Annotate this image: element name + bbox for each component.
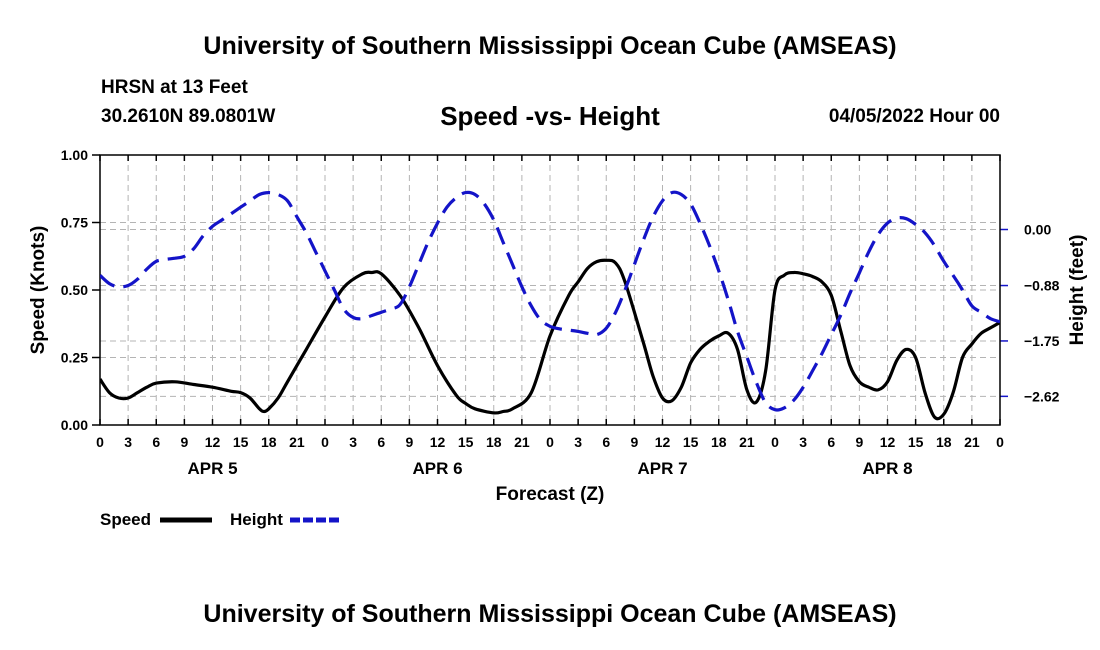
x-tick-label: 3 xyxy=(124,434,132,450)
x-tick-label: 0 xyxy=(96,434,104,450)
x-tick-label: 6 xyxy=(152,434,160,450)
x-tick-label: 3 xyxy=(574,434,582,450)
speed-series-line xyxy=(100,258,1000,421)
x-tick-label: 21 xyxy=(289,434,305,450)
x-tick-label: 21 xyxy=(964,434,980,450)
x-tick-label: 12 xyxy=(655,434,671,450)
right-tick-label: −1.75 xyxy=(1024,333,1060,349)
x-tick-label: 3 xyxy=(349,434,357,450)
x-tick-label: 18 xyxy=(711,434,727,450)
x-tick-label: 0 xyxy=(546,434,554,450)
x-tick-label: 18 xyxy=(936,434,952,450)
height-series-line xyxy=(100,190,1000,412)
x-tick-label: 9 xyxy=(180,434,188,450)
legend-label-height: Height xyxy=(230,510,283,529)
left-tick-label: 0.25 xyxy=(61,350,88,366)
x-tick-label: 6 xyxy=(827,434,835,450)
x-tick-label: 9 xyxy=(855,434,863,450)
left-tick-label: 0.00 xyxy=(61,417,88,433)
plot-frame xyxy=(99,154,1001,426)
x-tick-label: 0 xyxy=(996,434,1004,450)
left-tick-label: 0.75 xyxy=(61,215,88,231)
forecast-datetime: 04/05/2022 Hour 00 xyxy=(828,106,1000,127)
left-axis-title: Speed (Knots) xyxy=(28,226,49,355)
x-tick-label: 0 xyxy=(321,434,329,450)
x-tick-label: 6 xyxy=(377,434,385,450)
x-tick-label: 6 xyxy=(602,434,610,450)
day-label: APR 7 xyxy=(637,459,687,478)
chart-subtitle: Speed -vs- Height xyxy=(440,101,660,131)
station-coordinates: 30.2610N 89.0801W xyxy=(101,106,276,127)
x-tick-label: 12 xyxy=(430,434,446,450)
x-tick-label: 9 xyxy=(630,434,638,450)
x-tick-label: 15 xyxy=(683,434,699,450)
x-tick-label: 15 xyxy=(908,434,924,450)
x-tick-label: 21 xyxy=(514,434,530,450)
x-tick-label: 3 xyxy=(799,434,807,450)
x-tick-label: 12 xyxy=(205,434,221,450)
x-tick-label: 21 xyxy=(739,434,755,450)
left-tick-label: 0.50 xyxy=(61,282,88,298)
right-axis-title: Height (feet) xyxy=(1067,235,1088,346)
right-tick-label: −2.62 xyxy=(1024,388,1060,404)
x-tick-label: 9 xyxy=(405,434,413,450)
x-tick-label: 12 xyxy=(880,434,896,450)
x-tick-label: 15 xyxy=(458,434,474,450)
x-axis-title: Forecast (Z) xyxy=(496,484,605,505)
legend-label-speed: Speed xyxy=(100,510,151,529)
station-label: HRSN at 13 Feet xyxy=(101,77,248,98)
day-label: APR 5 xyxy=(187,459,237,478)
x-tick-label: 15 xyxy=(233,434,249,450)
left-tick-label: 1.00 xyxy=(61,147,88,163)
x-tick-label: 18 xyxy=(486,434,502,450)
right-tick-label: −0.88 xyxy=(1024,278,1060,294)
x-tick-label: 18 xyxy=(261,434,277,450)
footer-title: University of Southern Mississippi Ocean… xyxy=(203,600,897,628)
right-tick-label: 0.00 xyxy=(1024,222,1051,238)
chart-title: University of Southern Mississippi Ocean… xyxy=(203,32,897,60)
day-label: APR 8 xyxy=(862,459,912,478)
x-tick-label: 0 xyxy=(771,434,779,450)
day-label: APR 6 xyxy=(412,459,462,478)
